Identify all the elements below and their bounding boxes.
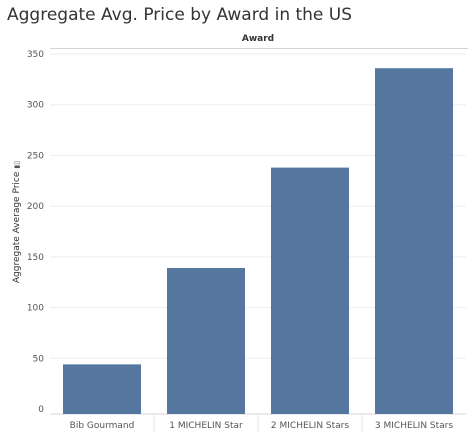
bar-2-michelin-stars[interactable] [271,167,349,414]
x-tick-label: 2 MICHELIN Stars [271,421,349,431]
y-tick-label: 100 [27,304,44,314]
y-tick-label: 350 [27,50,44,60]
chart-title: Aggregate Avg. Price by Award in the US [7,5,353,25]
bar-bib-gourmand[interactable] [63,364,141,414]
y-tick-label: 150 [27,253,44,263]
y-tick-label: 250 [27,151,44,161]
y-tick-label: 50 [33,354,45,364]
x-tick-label: 3 MICHELIN Stars [375,421,453,431]
y-tick-label: 300 [27,101,44,111]
header-divider [50,48,468,49]
x-tick-label: 1 MICHELIN Star [169,421,243,431]
bars[interactable] [63,68,453,414]
bar-1-michelin-star[interactable] [167,268,245,414]
column-header-award[interactable]: Award [241,34,275,44]
x-tick-label: Bib Gourmand [70,421,135,431]
x-axis-ticks: Bib Gourmand 1 MICHELIN Star 2 MICHELIN St… [70,421,454,431]
y-axis-ticks: 0 50 100 150 200 250 300 350 [27,50,44,415]
bar-3-michelin-stars[interactable] [375,68,453,414]
y-tick-label: 0 [38,405,44,415]
y-tick-label: 200 [27,202,44,212]
